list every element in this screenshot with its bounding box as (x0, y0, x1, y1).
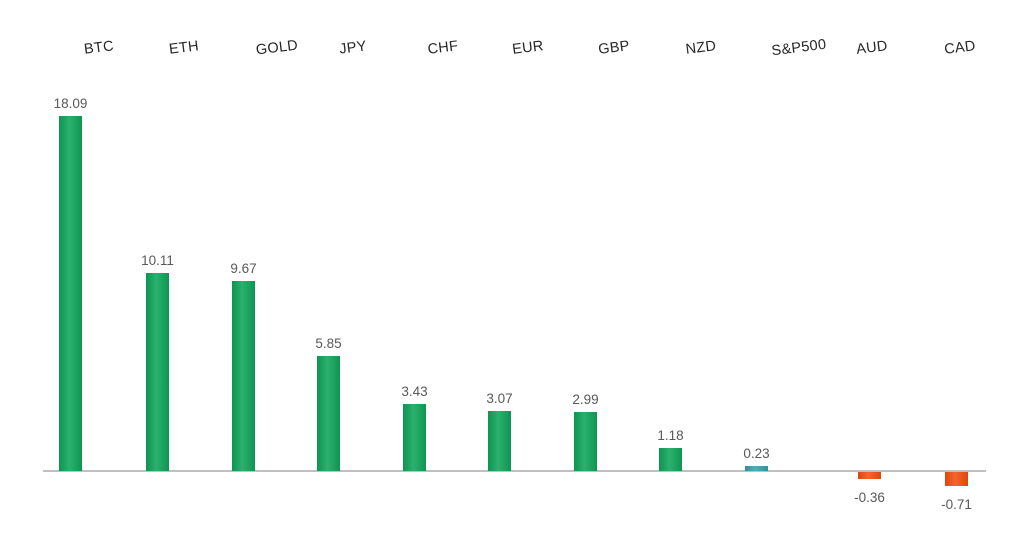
value-label-chf: 3.43 (401, 384, 428, 399)
value-label-cad: -0.71 (941, 497, 972, 512)
value-label-gbp: 2.99 (572, 392, 599, 407)
bar-eur (488, 411, 511, 471)
value-label-eur: 3.07 (486, 391, 513, 406)
bar-cad (945, 472, 968, 486)
category-label-cad: CAD (943, 38, 977, 58)
category-label-chf: CHF (426, 38, 460, 58)
bar-chf (403, 404, 426, 471)
bar-eth (146, 273, 169, 471)
x-axis-line (43, 470, 986, 472)
category-label-gbp: GBP (597, 38, 631, 58)
bar-jpy (317, 356, 340, 471)
value-label-aud: -0.36 (854, 490, 885, 505)
bar-gbp (574, 412, 597, 471)
category-label-nzd: NZD (684, 38, 718, 58)
value-label-gold: 9.67 (230, 261, 257, 276)
bar-aud (858, 472, 881, 479)
value-label-btc: 18.09 (53, 96, 88, 111)
value-label-nzd: 1.18 (657, 428, 684, 443)
bar-btc (59, 116, 82, 471)
category-label-btc: BTC (83, 38, 115, 58)
bar-gold (232, 281, 255, 471)
value-label-eth: 10.11 (141, 253, 174, 268)
value-label-jpy: 5.85 (315, 336, 342, 351)
bar-sp500 (745, 466, 768, 471)
category-label-eur: EUR (511, 38, 545, 58)
bar-nzd (659, 448, 682, 471)
category-label-eth: ETH (168, 38, 200, 58)
value-label-sp500: 0.23 (743, 446, 770, 461)
